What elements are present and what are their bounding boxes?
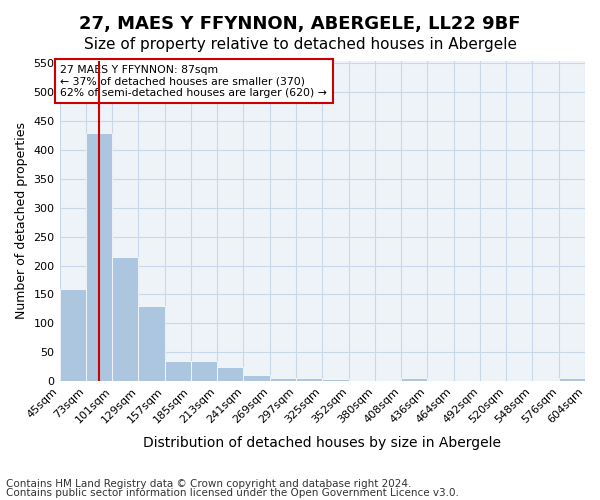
Bar [191,361,217,381]
Bar [270,378,296,381]
X-axis label: Distribution of detached houses by size in Abergele: Distribution of detached houses by size … [143,436,501,450]
Y-axis label: Number of detached properties: Number of detached properties [15,122,28,320]
Bar [139,306,164,381]
Text: 27, MAES Y FFYNNON, ABERGELE, LL22 9BF: 27, MAES Y FFYNNON, ABERGELE, LL22 9BF [79,15,521,33]
Text: Size of property relative to detached houses in Abergele: Size of property relative to detached ho… [83,38,517,52]
Bar [244,376,270,381]
Bar [164,361,191,381]
Bar [86,132,112,381]
Bar [217,366,244,381]
Bar [559,378,585,381]
Text: Contains HM Land Registry data © Crown copyright and database right 2024.: Contains HM Land Registry data © Crown c… [6,479,412,489]
Bar [112,257,139,381]
Bar [322,380,349,381]
Bar [401,378,427,381]
Bar [296,378,322,381]
Text: 27 MAES Y FFYNNON: 87sqm
← 37% of detached houses are smaller (370)
62% of semi-: 27 MAES Y FFYNNON: 87sqm ← 37% of detach… [61,64,328,98]
Text: Contains public sector information licensed under the Open Government Licence v3: Contains public sector information licen… [6,488,459,498]
Bar [59,288,86,381]
